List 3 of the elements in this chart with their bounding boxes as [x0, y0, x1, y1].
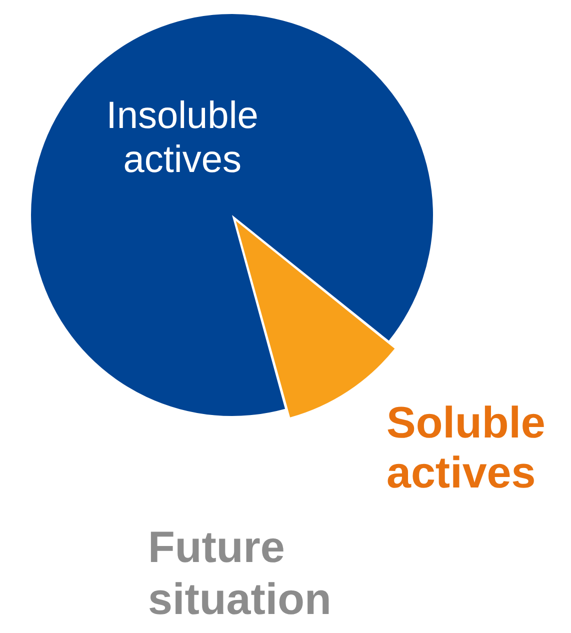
slice-label: Soluble actives — [386, 398, 546, 498]
slice-label: Insoluble actives — [106, 94, 258, 181]
text: Future situation — [148, 522, 332, 626]
